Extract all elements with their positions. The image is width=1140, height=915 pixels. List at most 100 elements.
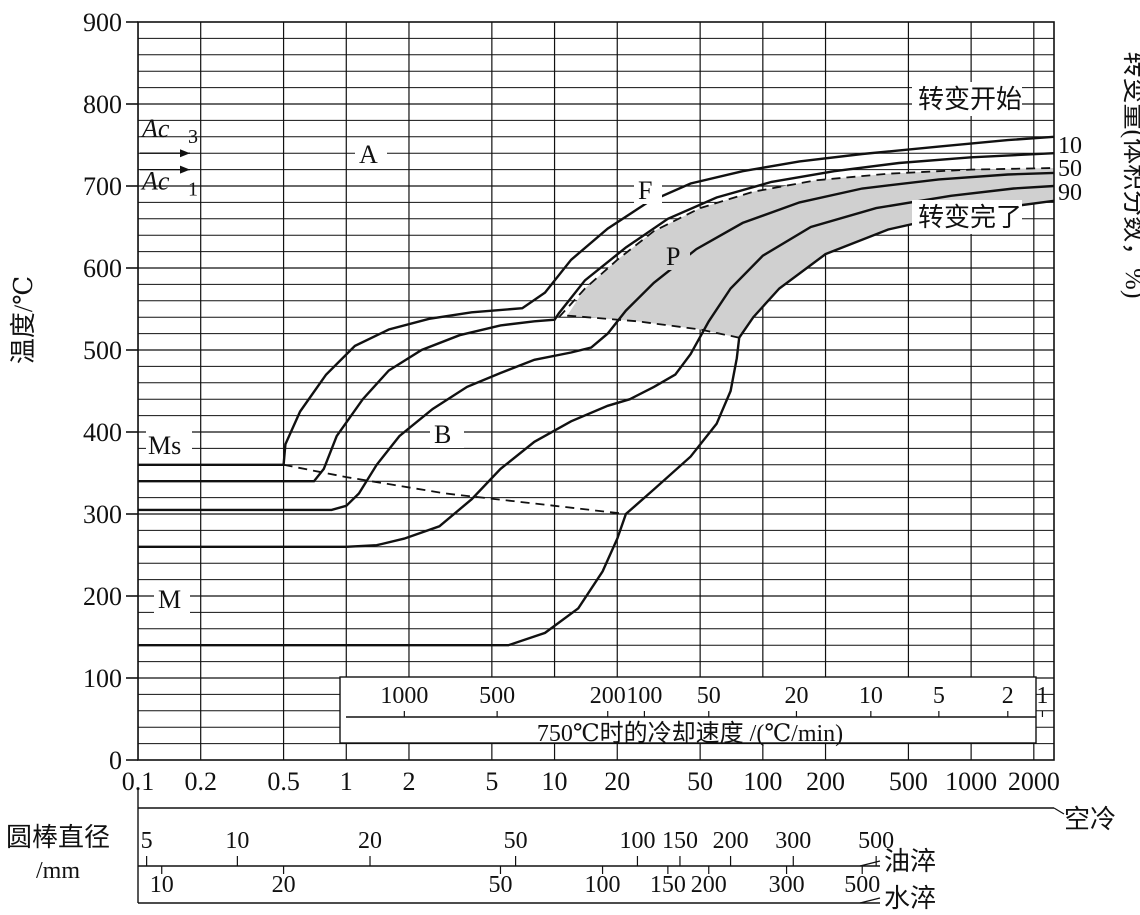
x-tick-label: 0.5: [267, 767, 300, 796]
annotations: 转变开始 转变完了 Ms M A F P B 10 50 90: [146, 82, 1082, 614]
oil-quench-ticks: 5 10 20 50 100 150 200 300 500: [141, 828, 894, 866]
water-quench-tick-label: 150: [650, 872, 686, 898]
cooling-rate-box: [339, 676, 1037, 744]
curve-90: [138, 184, 1054, 548]
water-quench-tick-label: 100: [585, 872, 621, 898]
label-a: A: [359, 140, 378, 169]
curve-start: [138, 135, 1054, 466]
oil-quench-tick-label: 100: [619, 828, 655, 854]
y-tick-label: 0: [109, 746, 122, 775]
curve-finish: [138, 199, 1054, 647]
cooling-rate-tick-label: 500: [479, 683, 515, 709]
label-90-percent: 90: [1058, 180, 1082, 206]
cooling-rate-tick-label: 20: [784, 683, 808, 709]
oil-quench-connector: [859, 860, 881, 867]
label-bg-b: [430, 420, 464, 448]
curve-mid: [138, 171, 1054, 512]
ref-arrowhead-Ac1: [180, 165, 190, 174]
label-transformation-start: 转变开始: [918, 85, 1022, 114]
oil-quench-tick-label: 500: [858, 828, 894, 854]
x-tick-label: 100: [743, 767, 782, 796]
bar-diameter-unit: /mm: [36, 858, 80, 884]
plot-frame: [137, 21, 1055, 761]
label-bg-m: [154, 585, 190, 613]
ref-label-sub-Ac3: 3: [188, 126, 198, 148]
cooling-rate-tick-label: 10: [859, 683, 883, 709]
label-ms: Ms: [148, 431, 181, 460]
cooling-rate-tick-label: 200: [590, 683, 626, 709]
water-quench-tick-label: 500: [844, 872, 880, 898]
curve-ms: [283, 463, 627, 515]
ref-label-sub-Ac1: 1: [188, 179, 198, 201]
bar-diameter-label: 圆棒直径: [6, 823, 110, 852]
oil-quench-tick-label: 300: [775, 828, 811, 854]
curve-50: [558, 167, 1054, 318]
reference-lines: Ac 3 Ac 1: [140, 114, 198, 201]
label-transformation-finish: 转变完了: [918, 203, 1022, 232]
curve-ps_boundary: [567, 314, 740, 339]
label-bg-ms: [146, 430, 192, 460]
cooling-rate-tick-label: 2: [1002, 683, 1014, 709]
label-f: F: [638, 176, 652, 205]
cooling-rate-tick-label: 1: [1036, 683, 1048, 709]
label-bg-finish: [912, 200, 1022, 234]
curve-10: [138, 152, 1054, 483]
grid: [138, 22, 1054, 760]
cooling-rate-ticks: 1000 500 200 100 50 20 10 5 2 1: [380, 683, 1048, 717]
x-tick-label: 2000: [1008, 767, 1060, 796]
oil-quench-tick-label: 10: [225, 828, 249, 854]
x-tick-label: 20: [604, 767, 630, 796]
x-tick-label: 2: [402, 767, 415, 796]
x-tick-label: 5: [485, 767, 498, 796]
label-p: P: [666, 242, 680, 271]
x-tick-label: 1000: [945, 767, 997, 796]
oil-quench-tick-label: 150: [662, 828, 698, 854]
y-tick-label: 400: [83, 418, 122, 447]
water-quench-label: 水淬: [884, 884, 936, 913]
right-axis-label: 转变量(体积分数，%): [1120, 52, 1140, 299]
water-quench-tick-label: 300: [769, 872, 805, 898]
water-quench-ticks: 10 20 50 100 150 200 300 500: [150, 866, 880, 898]
label-bg-a: [355, 140, 387, 168]
cooling-rate-tick-label: 100: [626, 683, 662, 709]
y-axis-label: 温度/℃: [9, 276, 38, 364]
ref-label-Ac1: Ac: [140, 167, 170, 196]
label-b: B: [434, 420, 451, 449]
cooling-rate-tick-label: 1000: [380, 683, 428, 709]
label-bg-f: [634, 176, 662, 204]
oil-quench-tick-label: 20: [358, 828, 382, 854]
water-quench-connector: [859, 897, 881, 904]
bar-diameter-axes: 5 10 20 50 100 150 200 300 500 10 20 50 100 150 200 30…: [6, 790, 1116, 913]
cooling-rate-label: 750℃时的冷却速度 /(℃/min): [537, 720, 843, 747]
water-quench-tick-label: 20: [272, 872, 296, 898]
oil-quench-label: 油淬: [884, 847, 936, 876]
cooling-rate-tick-label: 5: [933, 683, 945, 709]
label-50-percent: 50: [1058, 156, 1082, 182]
y-tick-label: 100: [83, 664, 122, 693]
y-tick-label: 300: [83, 500, 122, 529]
x-tick-label: 50: [687, 767, 713, 796]
y-tick-label: 900: [83, 8, 122, 37]
x-axis: 0.1 0.2 0.5 1 2 5 10 20 50 100 200 500 1000 2000: [122, 767, 1060, 796]
y-tick-label: 600: [83, 254, 122, 283]
x-tick-label: 0.2: [184, 767, 217, 796]
ref-arrowhead-Ac3: [180, 149, 190, 158]
label-bg-p: [662, 242, 690, 270]
label-10-percent: 10: [1058, 133, 1082, 159]
air-cool-label: 空冷: [1064, 805, 1116, 834]
cooling-rate-inset: 1000 500 200 100 50 20 10 5 2 1 750℃时的冷却速度 /(℃/mi…: [339, 676, 1048, 747]
curves: [138, 135, 1054, 647]
oil-quench-tick-label: 50: [504, 828, 528, 854]
label-bg-start: [912, 82, 1022, 116]
y-tick-label: 800: [83, 90, 122, 119]
y-tick-label: 700: [83, 172, 122, 201]
label-m: M: [158, 585, 181, 614]
ref-label-Ac3: Ac: [140, 114, 170, 143]
water-quench-tick-label: 200: [691, 872, 727, 898]
x-tick-label: 10: [542, 767, 568, 796]
y-tick-label: 500: [83, 336, 122, 365]
x-tick-label: 1: [340, 767, 353, 796]
y-tick-label: 200: [83, 582, 122, 611]
water-quench-tick-label: 50: [488, 872, 512, 898]
